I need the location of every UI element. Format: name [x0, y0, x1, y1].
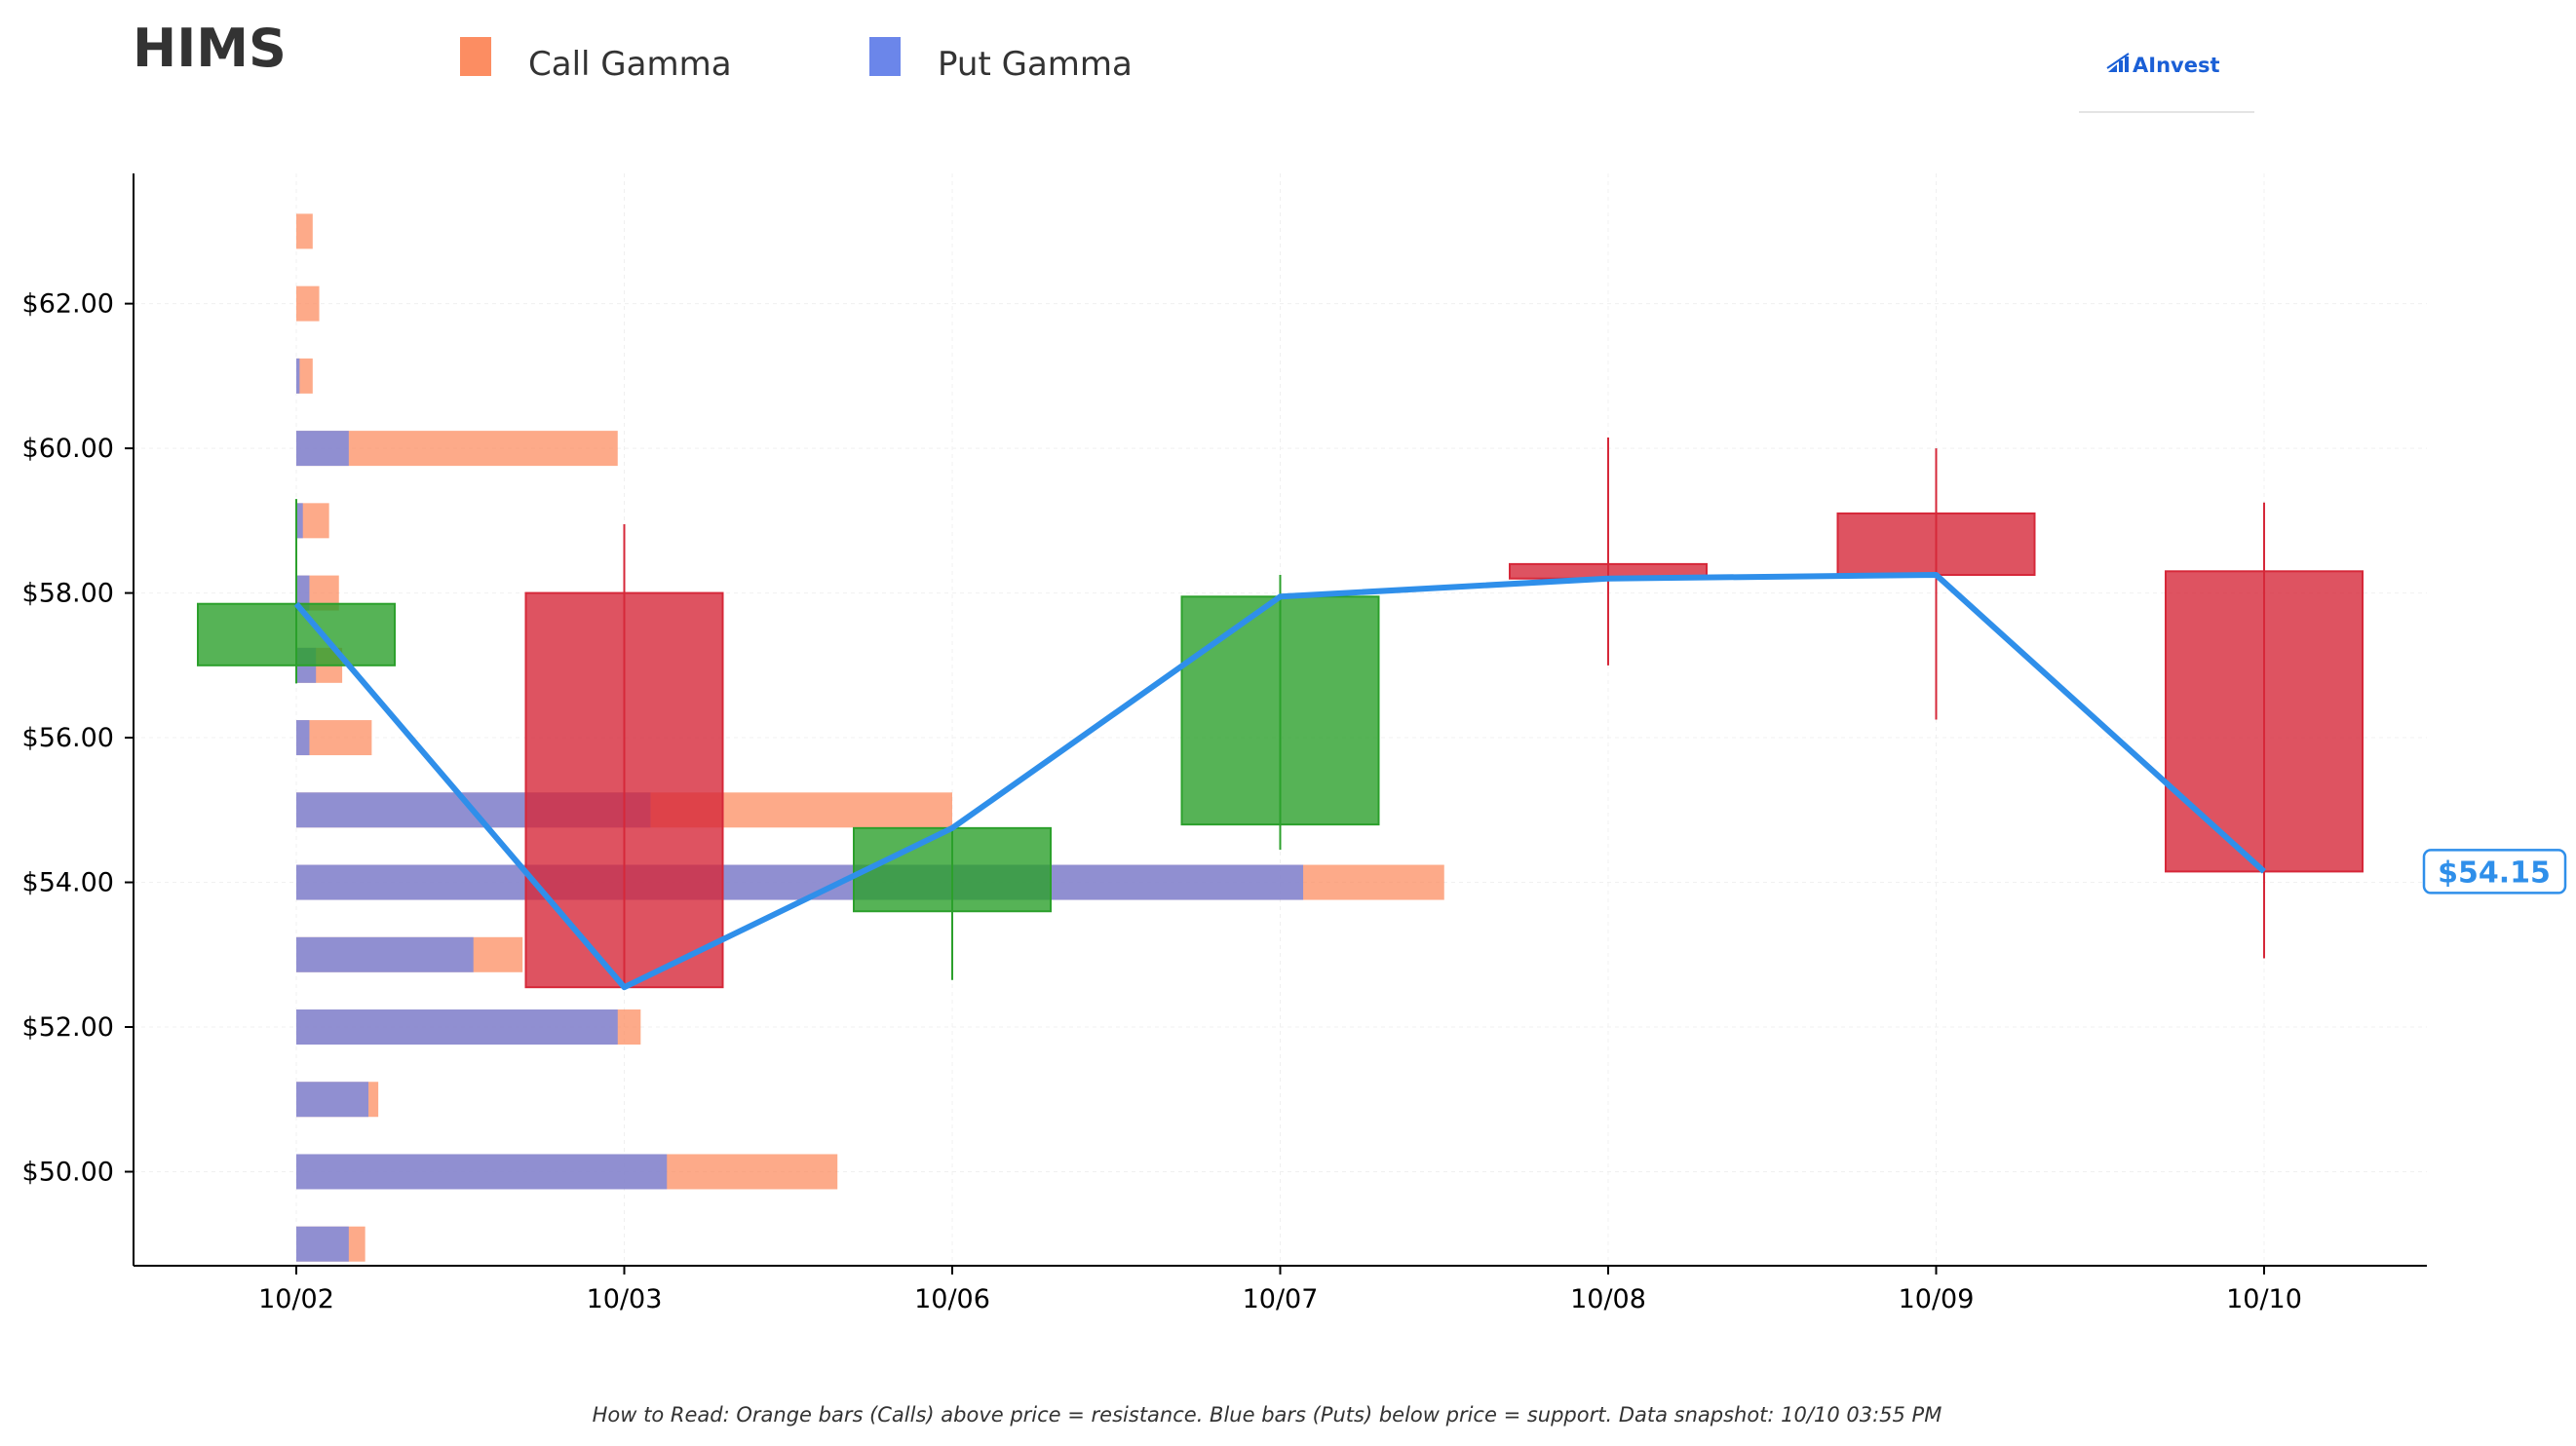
put-gamma-bar: [296, 864, 1304, 900]
current-price-box: [2422, 849, 2567, 894]
put-gamma-bar: [296, 1154, 668, 1190]
put-gamma-bar: [296, 720, 310, 756]
x-tick-label: 10/02: [258, 1284, 334, 1314]
call-gamma-bar: [296, 213, 313, 249]
y-tick-label: $58.00: [22, 579, 114, 609]
close-price-line: [293, 572, 2267, 991]
candle-body: [2165, 570, 2364, 873]
candle-body: [853, 826, 1052, 913]
y-tick-label: $52.00: [22, 1012, 114, 1043]
x-tick-label: 10/07: [1243, 1284, 1319, 1314]
put-gamma-bar: [296, 431, 349, 467]
legend-put-label: Put Gamma: [938, 45, 1133, 84]
legend: Call Gamma Put Gamma: [460, 37, 1133, 84]
put-gamma-bar: [296, 575, 310, 611]
x-tick-label: 10/10: [2226, 1284, 2302, 1314]
legend-call-swatch: [460, 37, 491, 76]
y-tick-label: $50.00: [22, 1157, 114, 1187]
x-tick-label: 10/06: [914, 1284, 990, 1314]
put-gamma-bar: [296, 1009, 618, 1046]
x-tick-label: 10/08: [1570, 1284, 1646, 1314]
put-gamma-bar: [296, 1082, 369, 1118]
candle-body: [1836, 512, 2036, 577]
y-tick-label: $54.00: [22, 868, 114, 898]
legend-put-swatch: [869, 37, 901, 76]
put-gamma-bar: [296, 358, 300, 394]
call-gamma-bar: [296, 358, 313, 394]
put-gamma-bar: [296, 936, 474, 972]
x-tick-label: 10/09: [1899, 1284, 1975, 1314]
put-gamma-bar: [296, 503, 303, 539]
candle-body: [524, 591, 724, 989]
current-price-tag: $54.15: [2422, 849, 2567, 894]
brand-logo: AInvest: [2079, 53, 2254, 113]
y-tick-label: $60.00: [22, 434, 114, 464]
chart-logo-icon: [2106, 53, 2130, 72]
brand-name: AInvest: [2133, 54, 2220, 77]
candle-body: [1180, 595, 1380, 826]
y-tick-label: $62.00: [22, 289, 114, 320]
legend-call-label: Call Gamma: [528, 45, 732, 84]
candle-body: [197, 602, 396, 666]
x-tick-label: 10/03: [587, 1284, 663, 1314]
y-axis-ticks: $50.00 $52.00 $54.00 $56.00 $58.00 $60.00 $62.…: [22, 289, 134, 1187]
ticker-title: HIMS: [133, 18, 287, 79]
close-line-layer: [293, 572, 2267, 991]
y-tick-label: $56.00: [22, 723, 114, 753]
x-axis-ticks: 10/02 10/03 10/06 10/07 10/08 10/09 10/10: [258, 1266, 2302, 1314]
call-gamma-bar: [296, 431, 618, 467]
current-price-label: $54.15: [2438, 856, 2551, 890]
call-gamma-bar: [296, 285, 320, 322]
candlesticks: [197, 437, 2364, 989]
put-gamma-bar: [296, 1226, 349, 1262]
footnote: How to Read: Orange bars (Calls) above p…: [593, 1403, 1942, 1427]
